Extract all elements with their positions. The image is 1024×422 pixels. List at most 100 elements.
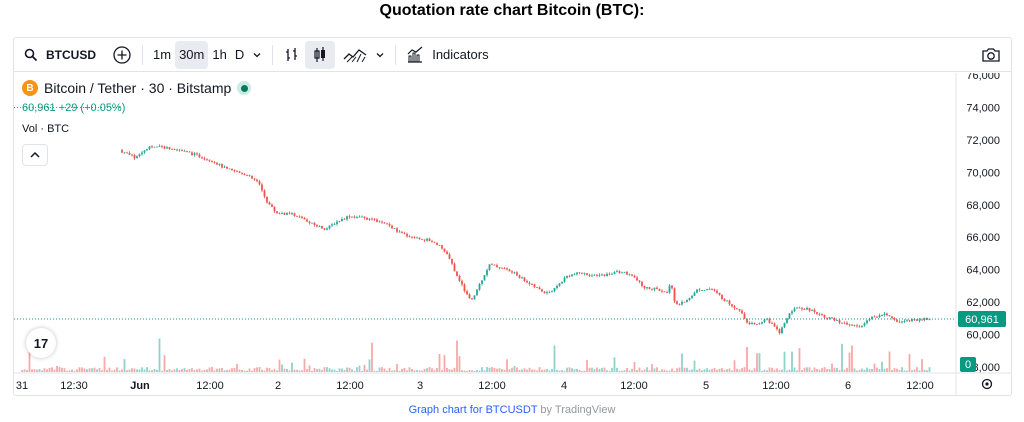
volume-bar	[373, 370, 376, 372]
candle-body	[238, 171, 241, 173]
volume-bar	[411, 368, 413, 372]
candle-body	[346, 216, 348, 220]
candle-body	[828, 317, 831, 319]
candle-body	[788, 313, 791, 319]
candle-body	[123, 152, 126, 154]
candle-body	[421, 239, 423, 240]
candle-body	[141, 152, 143, 155]
volume-bar	[736, 368, 738, 372]
candle-body	[651, 288, 653, 290]
volume-bar	[478, 370, 481, 372]
candle-body	[326, 228, 328, 230]
volume-bar	[858, 369, 861, 372]
interval-dropdown-button[interactable]	[248, 41, 266, 69]
candle-body	[561, 281, 563, 284]
volume-bar	[886, 368, 888, 372]
volume-bar	[148, 370, 151, 372]
volume-bar	[196, 369, 198, 372]
volume-bar	[278, 359, 281, 372]
interval-d[interactable]: D	[234, 47, 245, 62]
candle-body	[153, 146, 156, 148]
candle-body	[533, 284, 536, 288]
candle-body	[683, 301, 686, 303]
interval-1h[interactable]: 1h	[212, 47, 227, 62]
current-price-label: 60,961	[965, 314, 999, 326]
volume-bar	[391, 370, 393, 372]
candle-body	[906, 320, 908, 322]
volume-bar	[678, 367, 681, 372]
volume-bar	[856, 370, 858, 372]
indicators-button[interactable]: Indicators	[402, 41, 492, 69]
candle-body	[671, 285, 673, 289]
volume-bar	[473, 370, 476, 372]
volume-bar	[501, 369, 503, 372]
volume-bar	[888, 351, 891, 372]
volume-bar	[893, 368, 896, 372]
volume-bar	[708, 369, 711, 372]
volume-bar	[178, 369, 181, 372]
volume-bar	[181, 369, 183, 372]
volume-bar	[333, 369, 336, 372]
candle-body	[293, 213, 296, 216]
symbol-legend: B Bitcoin / Tether · 30 · Bitstamp	[22, 80, 252, 96]
volume-bar	[728, 368, 731, 372]
volume-bar	[76, 369, 78, 372]
candle-body	[686, 299, 688, 303]
candle-body	[356, 217, 358, 218]
market-status-icon[interactable]	[237, 81, 252, 95]
candle-body	[738, 309, 741, 311]
candle-body	[583, 273, 586, 275]
volume-bar	[346, 367, 348, 372]
attribution-link[interactable]: Graph chart for BTCUSDT	[408, 404, 538, 416]
volume-bar	[421, 370, 423, 372]
candle-body	[363, 216, 366, 218]
chart-style-dropdown-button[interactable]	[371, 41, 389, 69]
volume-bar	[918, 370, 921, 372]
volume-bar	[193, 370, 196, 372]
interval-30m[interactable]: 30m	[175, 40, 209, 69]
candle-body	[526, 280, 528, 283]
candle-body	[531, 284, 533, 285]
candle-body	[743, 313, 746, 319]
candle-body	[756, 324, 758, 325]
candle-body	[328, 225, 331, 229]
candle-body	[611, 273, 613, 275]
price-chart[interactable]: 76,000 74,000 72,000 70,000 68,000 66,000 64,0…	[14, 73, 1011, 395]
candle-body	[703, 290, 706, 291]
volume-bar	[653, 368, 656, 372]
volume-bar	[108, 367, 111, 372]
interval-1m[interactable]: 1m	[153, 47, 172, 62]
bar-style-button[interactable]	[279, 41, 305, 69]
candle-body	[571, 274, 573, 277]
collapse-legend-button[interactable]	[22, 144, 48, 166]
volume-bar	[698, 368, 701, 372]
area-style-button[interactable]	[339, 41, 371, 69]
candle-body	[353, 216, 356, 218]
settings-icon[interactable]	[981, 378, 993, 390]
compare-symbol-button[interactable]	[108, 41, 136, 69]
candle-body	[256, 179, 258, 182]
candle-body	[823, 314, 826, 318]
tradingview-logo[interactable]: 17	[26, 328, 56, 358]
candle-body	[206, 159, 208, 161]
volume-bar	[31, 369, 33, 372]
candle-body	[621, 272, 623, 274]
screenshot-button[interactable]	[977, 41, 1005, 69]
candle-body	[438, 244, 441, 246]
candles-style-button[interactable]	[305, 40, 336, 69]
volume-bar	[528, 367, 531, 372]
symbol-search-button[interactable]: BTCUSD	[20, 41, 100, 69]
candle-body	[616, 271, 618, 273]
candle-body	[288, 212, 291, 214]
volume-bar	[463, 370, 466, 372]
candle-body	[168, 147, 171, 149]
volume-bar	[263, 370, 266, 372]
volume-bar	[51, 367, 53, 372]
candle-body	[143, 150, 146, 153]
candle-body	[748, 322, 751, 325]
volume-bar	[763, 369, 766, 372]
time-tick-label: 2	[275, 380, 281, 392]
candle-body	[908, 320, 911, 322]
candle-body	[351, 216, 353, 218]
candle-body	[458, 276, 461, 281]
